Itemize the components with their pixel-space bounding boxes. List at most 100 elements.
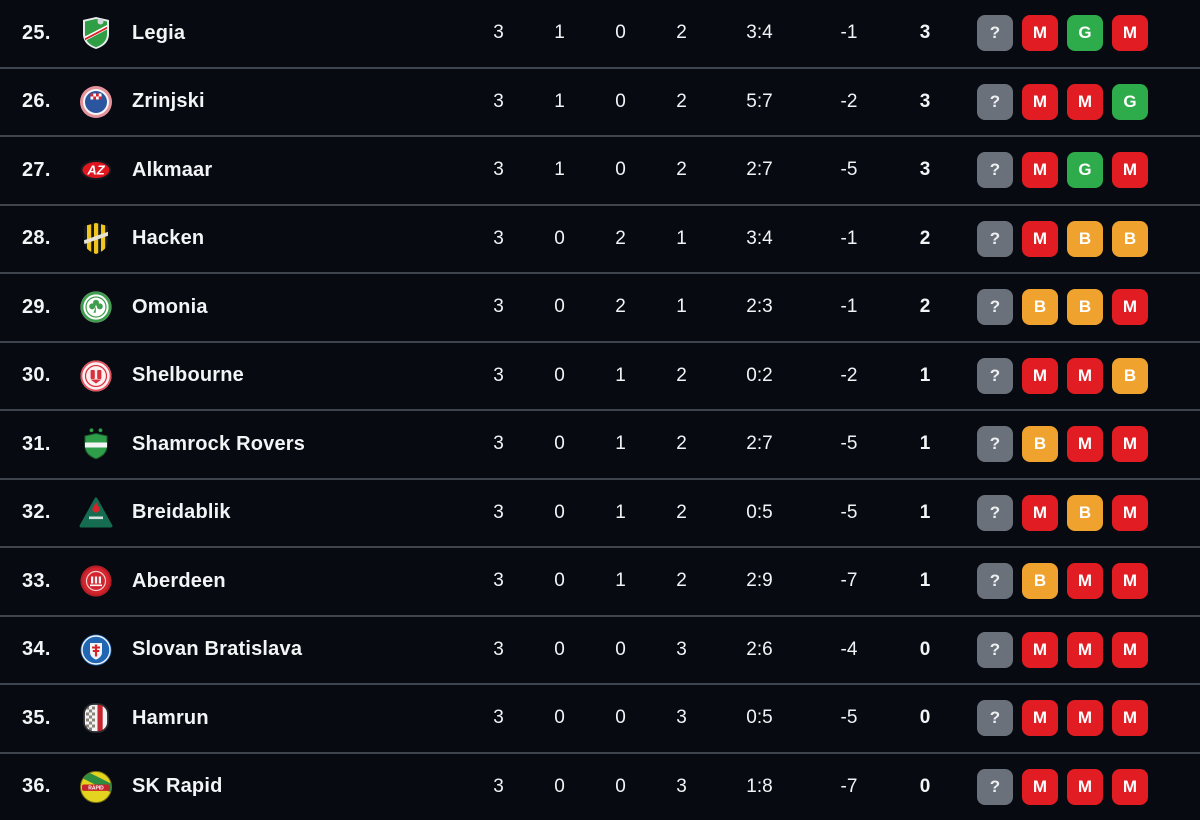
team-logo[interactable] bbox=[66, 15, 126, 51]
form-badge-loss[interactable]: M bbox=[1067, 357, 1103, 394]
form-badge-win[interactable]: G bbox=[1067, 152, 1103, 189]
form-badge-draw[interactable]: B bbox=[1112, 220, 1148, 257]
goal-difference: -1 bbox=[840, 22, 858, 44]
team-logo[interactable] bbox=[66, 221, 126, 257]
form-badge-next-match[interactable]: ? bbox=[977, 83, 1013, 120]
table-row[interactable]: 36. RAPID SK Rapid 3 0 0 3 1:8 -7 0? M M M bbox=[0, 751, 1200, 820]
table-row[interactable]: 32. Breidablik 3 0 1 2 0:5 -5 1? M B M bbox=[0, 477, 1200, 547]
form-badge-loss[interactable]: M bbox=[1067, 631, 1103, 668]
form-badge-loss[interactable]: M bbox=[1022, 83, 1058, 120]
form-badge-loss[interactable]: M bbox=[1112, 289, 1148, 326]
team-name[interactable]: Alkmaar bbox=[132, 158, 213, 181]
wins-count: 0 bbox=[554, 638, 565, 660]
form-badge-loss[interactable]: M bbox=[1022, 631, 1058, 668]
form-badge-loss[interactable]: M bbox=[1022, 15, 1058, 52]
form-badge-next-match[interactable]: ? bbox=[977, 426, 1013, 463]
form-badge-next-match[interactable]: ? bbox=[977, 152, 1013, 189]
table-row[interactable]: 27. AZ Alkmaar 3 1 0 2 2:7 -5 3? M G M bbox=[0, 135, 1200, 204]
form-badge-next-match[interactable]: ? bbox=[977, 494, 1013, 531]
team-logo[interactable]: RAPID bbox=[66, 769, 126, 805]
team-logo[interactable] bbox=[66, 358, 126, 394]
form-badge-next-match[interactable]: ? bbox=[977, 220, 1013, 257]
legia-crest-icon bbox=[83, 17, 109, 50]
team-name[interactable]: Zrinjski bbox=[132, 90, 205, 113]
form-badge-loss[interactable]: M bbox=[1112, 631, 1148, 668]
form-badge-next-match[interactable]: ? bbox=[977, 15, 1013, 52]
table-row[interactable]: 34. Slovan Bratislava 3 0 0 3 2:6 -4 0? M M M bbox=[0, 614, 1200, 684]
form-badge-loss[interactable]: M bbox=[1022, 357, 1058, 394]
form-badge-draw[interactable]: B bbox=[1022, 426, 1058, 463]
goals-for-against: 2:3 bbox=[746, 296, 773, 318]
form-badge-loss[interactable]: M bbox=[1022, 152, 1058, 189]
table-row[interactable]: 28. Hacken 3 0 2 1 3:4 -1 2? M B B bbox=[0, 203, 1200, 273]
form-badge-win[interactable]: G bbox=[1067, 15, 1103, 52]
form-badge-next-match[interactable]: ? bbox=[977, 631, 1013, 668]
omonia-crest-icon bbox=[80, 291, 112, 323]
form-badges: ? B M M bbox=[959, 426, 1200, 463]
points-total: 3 bbox=[919, 159, 931, 181]
table-row[interactable]: 35. Hamrun 3 0 0 3 0:5 -5 0? M M M bbox=[0, 683, 1200, 752]
table-row[interactable]: 25. Legia 3 1 0 2 3:4 -1 3? M G M bbox=[0, 0, 1200, 67]
team-logo[interactable] bbox=[66, 495, 126, 531]
table-row[interactable]: 33. Aberdeen 3 0 1 2 2:9 -7 1? B M M bbox=[0, 546, 1200, 615]
team-name[interactable]: Shelbourne bbox=[132, 364, 245, 387]
losses-count: 2 bbox=[676, 90, 687, 112]
team-name[interactable]: Hacken bbox=[132, 227, 205, 250]
team-name[interactable]: Breidablik bbox=[132, 501, 231, 524]
table-row[interactable]: 29. Omonia 3 0 2 1 2:3 -1 2? B B M bbox=[0, 272, 1200, 341]
form-badge-loss[interactable]: M bbox=[1022, 220, 1058, 257]
team-logo[interactable] bbox=[66, 84, 126, 120]
team-logo[interactable] bbox=[66, 700, 126, 736]
form-badge-win[interactable]: G bbox=[1112, 83, 1148, 120]
team-name[interactable]: SK Rapid bbox=[132, 775, 223, 798]
form-badge-loss[interactable]: M bbox=[1067, 426, 1103, 463]
team-logo[interactable]: AZ bbox=[66, 152, 126, 188]
team-name[interactable]: Aberdeen bbox=[132, 569, 226, 592]
team-logo[interactable] bbox=[66, 289, 126, 325]
team-name[interactable]: Legia bbox=[132, 21, 186, 44]
form-badge-draw[interactable]: B bbox=[1067, 289, 1103, 326]
form-badge-next-match[interactable]: ? bbox=[977, 357, 1013, 394]
team-name[interactable]: Slovan Bratislava bbox=[132, 638, 303, 661]
form-badge-next-match[interactable]: ? bbox=[977, 700, 1013, 737]
team-name[interactable]: Hamrun bbox=[132, 706, 209, 729]
team-name[interactable]: Omonia bbox=[132, 295, 208, 318]
form-badge-loss[interactable]: M bbox=[1022, 494, 1058, 531]
form-badge-loss[interactable]: M bbox=[1112, 768, 1148, 805]
table-row[interactable]: 31. Shamrock Rovers 3 0 1 2 2:7 -5 1? B M M bbox=[0, 409, 1200, 478]
form-badge-loss[interactable]: M bbox=[1067, 768, 1103, 805]
points-total: 2 bbox=[919, 296, 931, 318]
form-badge-draw[interactable]: B bbox=[1112, 357, 1148, 394]
points-total: 0 bbox=[919, 707, 931, 729]
losses-count: 2 bbox=[676, 364, 687, 386]
form-badge-loss[interactable]: M bbox=[1022, 700, 1058, 737]
team-logo[interactable] bbox=[66, 426, 126, 462]
form-badge-draw[interactable]: B bbox=[1022, 289, 1058, 326]
form-badge-loss[interactable]: M bbox=[1112, 563, 1148, 600]
draws-count: 1 bbox=[615, 364, 626, 386]
wins-count: 1 bbox=[554, 90, 565, 112]
form-badge-draw[interactable]: B bbox=[1067, 220, 1103, 257]
form-badge-loss[interactable]: M bbox=[1067, 700, 1103, 737]
goals-for-against: 0:5 bbox=[746, 707, 773, 729]
form-badge-loss[interactable]: M bbox=[1112, 15, 1148, 52]
form-badge-loss[interactable]: M bbox=[1022, 768, 1058, 805]
team-logo[interactable] bbox=[66, 563, 126, 599]
rank-number: 26. bbox=[22, 90, 51, 113]
table-row[interactable]: 26. Zrinjski 3 1 0 2 5:7 -2 3? M M G bbox=[0, 66, 1200, 136]
team-name[interactable]: Shamrock Rovers bbox=[132, 432, 306, 455]
form-badge-next-match[interactable]: ? bbox=[977, 563, 1013, 600]
breidablik-crest-icon bbox=[79, 497, 113, 528]
form-badge-draw[interactable]: B bbox=[1067, 494, 1103, 531]
form-badge-loss[interactable]: M bbox=[1112, 700, 1148, 737]
form-badge-loss[interactable]: M bbox=[1067, 563, 1103, 600]
form-badge-loss[interactable]: M bbox=[1112, 426, 1148, 463]
form-badge-next-match[interactable]: ? bbox=[977, 289, 1013, 326]
form-badge-next-match[interactable]: ? bbox=[977, 768, 1013, 805]
form-badge-loss[interactable]: M bbox=[1112, 152, 1148, 189]
form-badge-draw[interactable]: B bbox=[1022, 563, 1058, 600]
form-badge-loss[interactable]: M bbox=[1112, 494, 1148, 531]
form-badge-loss[interactable]: M bbox=[1067, 83, 1103, 120]
team-logo[interactable] bbox=[66, 632, 126, 668]
table-row[interactable]: 30. Shelbourne 3 0 1 2 0:2 -2 1? M M B bbox=[0, 340, 1200, 410]
